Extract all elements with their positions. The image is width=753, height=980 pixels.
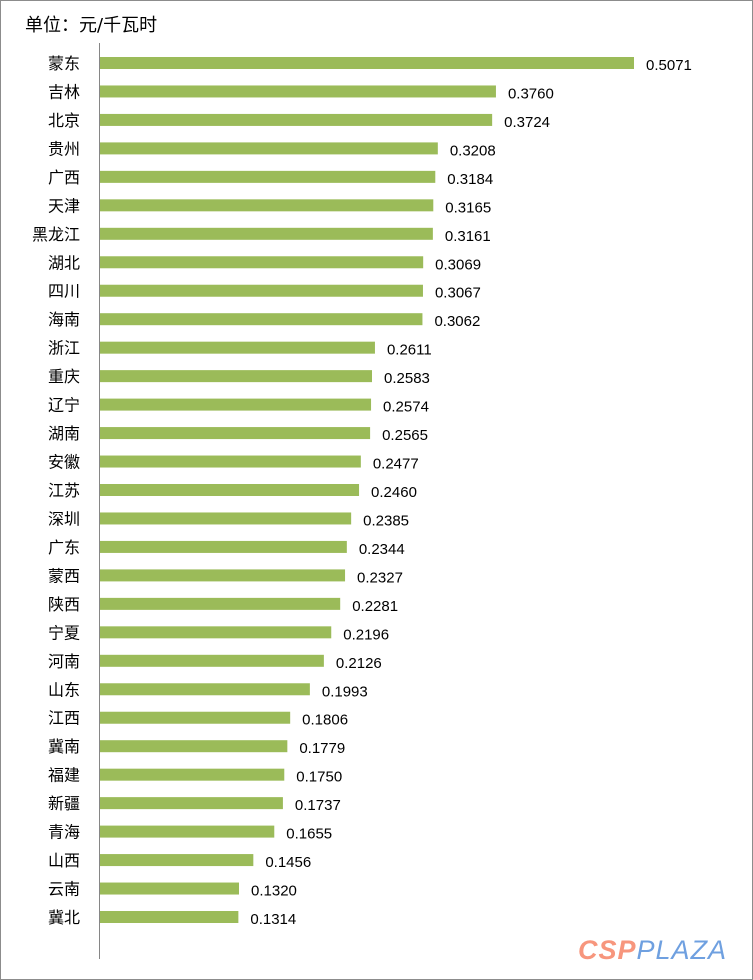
value-label: 0.2460	[371, 484, 417, 501]
bar-17	[100, 540, 347, 553]
bar-6	[100, 227, 433, 240]
category-label: 山东	[48, 680, 80, 699]
category-label: 冀北	[48, 908, 80, 927]
bar-5	[100, 199, 434, 212]
value-label: 0.3069	[435, 256, 481, 273]
category-label: 河南	[48, 652, 80, 671]
value-label: 0.2196	[343, 626, 389, 643]
value-label: 0.2565	[382, 427, 428, 444]
value-label: 0.2477	[373, 456, 419, 473]
value-label: 0.2385	[363, 512, 409, 529]
bar-4	[100, 170, 436, 183]
unit-label: 单位：元/千瓦时	[25, 15, 158, 36]
category-label: 辽宁	[48, 396, 80, 415]
value-label: 0.3067	[435, 285, 481, 302]
category-label: 安徽	[48, 453, 80, 472]
value-label: 0.2583	[384, 370, 430, 387]
bar-16	[100, 512, 352, 525]
bar-10	[100, 341, 375, 354]
bar-14	[100, 455, 361, 468]
category-label: 山西	[48, 851, 80, 870]
category-label: 吉林	[48, 82, 80, 101]
value-label: 0.2611	[387, 342, 432, 359]
bar-29	[100, 882, 240, 895]
category-label: 福建	[48, 766, 80, 785]
value-label: 0.1737	[295, 797, 341, 814]
bar-12	[100, 398, 372, 411]
bar-18	[100, 569, 346, 582]
bar-24	[100, 740, 288, 753]
csplaza-logo: CSPPLAZA	[578, 935, 728, 965]
value-label: 0.3184	[447, 171, 493, 188]
bar-21	[100, 654, 324, 667]
category-label: 重庆	[48, 367, 80, 386]
category-label: 新疆	[48, 794, 80, 813]
category-label: 江苏	[48, 481, 80, 500]
category-label: 蒙东	[48, 54, 80, 73]
category-label: 广西	[48, 168, 80, 187]
value-label: 0.2344	[359, 541, 405, 558]
category-label: 陕西	[48, 595, 80, 614]
category-label: 冀南	[48, 737, 80, 756]
category-label: 浙江	[48, 339, 80, 358]
category-label: 黑龙江	[32, 225, 80, 244]
category-label: 北京	[48, 111, 80, 130]
category-label: 天津	[48, 196, 80, 215]
bar-30	[100, 911, 239, 923]
bar-1	[100, 85, 496, 98]
bar-19	[100, 597, 341, 610]
bar-22	[100, 683, 310, 696]
bar-27	[100, 825, 275, 838]
value-label: 0.2327	[357, 569, 403, 586]
bar-20	[100, 626, 332, 639]
value-label: 0.1779	[299, 740, 345, 757]
value-label: 0.3062	[434, 313, 480, 330]
category-label: 海南	[48, 310, 80, 329]
category-label: 广东	[48, 538, 80, 557]
category-label: 贵州	[48, 139, 80, 158]
value-label: 0.2574	[383, 399, 429, 416]
bar-25	[100, 768, 285, 781]
value-label: 0.3161	[445, 228, 491, 245]
bar-7	[100, 256, 424, 269]
bar-11	[100, 370, 373, 383]
category-label: 湖南	[48, 424, 80, 443]
value-label: 0.2126	[336, 655, 382, 672]
value-label: 0.1993	[322, 683, 368, 700]
value-label: 0.3165	[445, 199, 491, 216]
bar-15	[100, 484, 360, 496]
category-label: 四川	[48, 282, 80, 301]
value-label: 0.1456	[265, 854, 311, 871]
value-label: 0.1806	[302, 712, 348, 729]
bar-13	[100, 427, 371, 440]
value-label: 0.1314	[250, 911, 296, 928]
value-label: 0.1655	[286, 826, 332, 843]
bar-9	[100, 313, 423, 326]
value-label: 0.2281	[352, 598, 398, 615]
value-label: 0.5071	[646, 57, 692, 74]
bar-8	[100, 284, 423, 297]
bar-26	[100, 797, 283, 810]
bar-0	[100, 57, 634, 69]
category-label: 蒙西	[48, 566, 80, 585]
category-label: 宁夏	[48, 623, 80, 642]
category-label: 湖北	[48, 253, 80, 272]
bar-3	[100, 142, 438, 155]
bar-28	[100, 854, 254, 867]
bar-2	[100, 113, 493, 126]
category-label: 深圳	[48, 509, 80, 528]
category-label: 青海	[48, 823, 80, 842]
category-label: 江西	[48, 709, 80, 728]
value-label: 0.3724	[504, 114, 550, 131]
bar-23	[100, 711, 291, 724]
value-label: 0.1320	[251, 883, 297, 900]
category-label: 云南	[48, 880, 80, 899]
value-label: 0.3760	[508, 85, 554, 102]
value-label: 0.1750	[296, 769, 342, 786]
value-label: 0.3208	[450, 142, 496, 159]
